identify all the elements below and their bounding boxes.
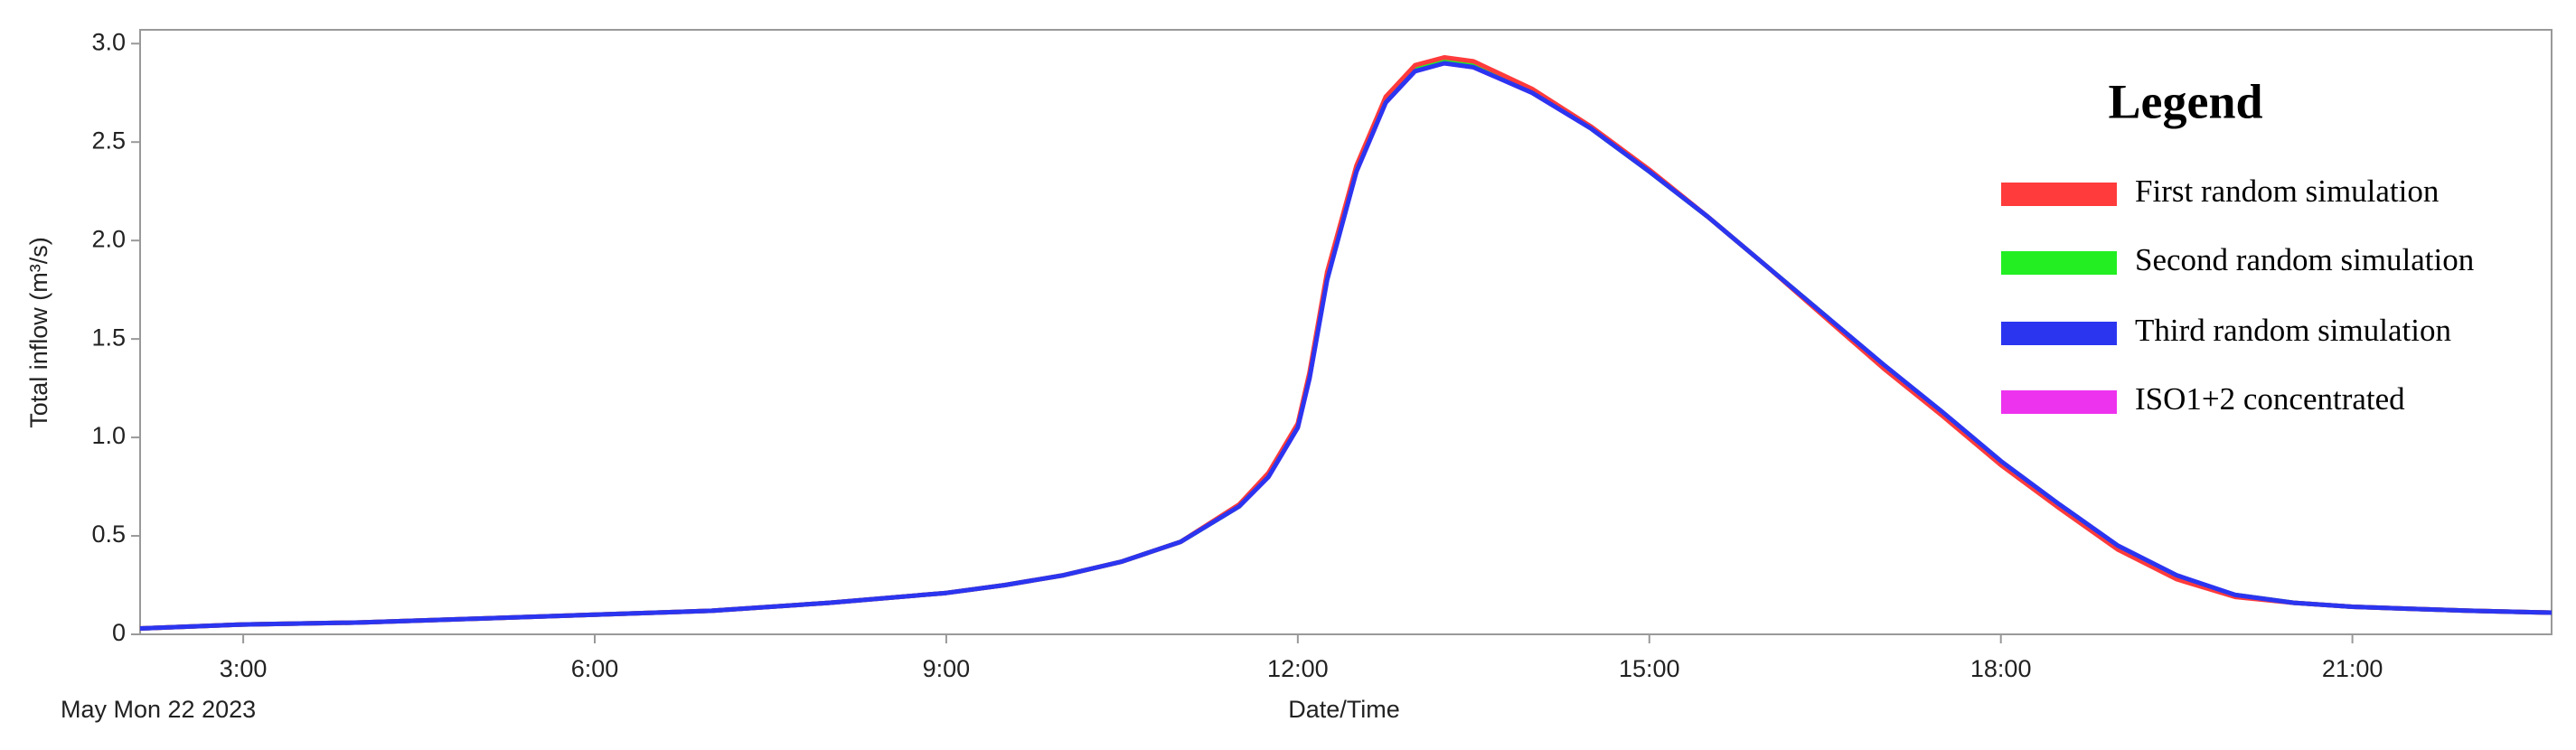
legend-swatch xyxy=(2001,390,2117,414)
y-axis-label: Total inflow (m³/s) xyxy=(25,237,52,428)
x-tick-label: 18:00 xyxy=(1970,655,2032,682)
y-tick-label: 0 xyxy=(112,619,126,646)
legend-label: Third random simulation xyxy=(2135,313,2451,348)
x-tick-label: 9:00 xyxy=(923,655,971,682)
x-tick-label: 21:00 xyxy=(2322,655,2383,682)
x-tick-label: 6:00 xyxy=(571,655,619,682)
y-tick-label: 1.0 xyxy=(91,422,126,449)
y-tick-label: 2.0 xyxy=(91,225,126,252)
legend-label: Second random simulation xyxy=(2135,242,2474,277)
x-tick-label: 12:00 xyxy=(1267,655,1329,682)
legend-label: First random simulation xyxy=(2135,173,2439,209)
legend-title: Legend xyxy=(2108,74,2262,128)
x-axis-sublabel: May Mon 22 2023 xyxy=(61,696,256,723)
legend-swatch xyxy=(2001,183,2117,206)
y-tick-label: 2.5 xyxy=(91,127,126,154)
x-tick-label: 3:00 xyxy=(220,655,268,682)
y-tick-label: 1.5 xyxy=(91,323,126,351)
plot-frame xyxy=(139,29,2552,635)
x-axis-label: Date/Time xyxy=(1288,696,1400,723)
y-tick-label: 3.0 xyxy=(91,28,126,55)
legend-label: ISO1+2 concentrated xyxy=(2135,381,2405,417)
legend-swatch xyxy=(2001,322,2117,345)
y-tick-label: 0.5 xyxy=(91,520,126,548)
legend-swatch xyxy=(2001,251,2117,275)
series-line xyxy=(139,61,2552,631)
x-tick-label: 15:00 xyxy=(1619,655,1680,682)
